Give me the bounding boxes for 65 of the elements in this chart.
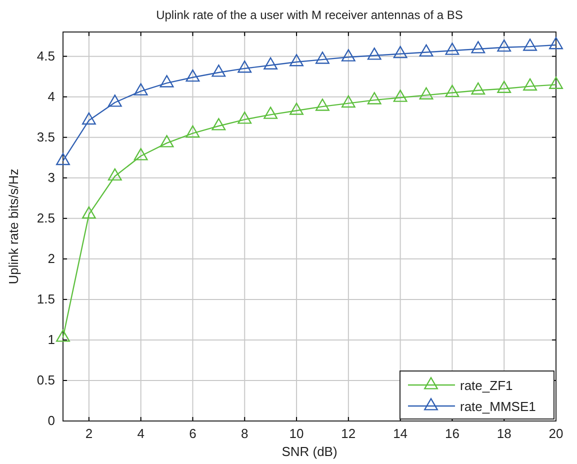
point — [419, 87, 434, 100]
y-tick-label: 2.5 — [36, 210, 55, 226]
point — [290, 54, 304, 66]
point — [367, 92, 382, 104]
y-tick-label: 3.5 — [36, 130, 55, 145]
point — [445, 42, 460, 55]
legend-label: rate_MMSE1 — [460, 399, 536, 414]
point — [160, 75, 174, 88]
point — [523, 78, 538, 91]
y-tick-label: 3 — [48, 170, 55, 186]
y-tick-label: 4.5 — [36, 48, 55, 64]
point — [56, 330, 70, 342]
point — [238, 60, 252, 73]
point — [56, 152, 70, 166]
x-tick-label: 4 — [137, 426, 144, 442]
point — [316, 52, 330, 64]
point — [212, 118, 226, 130]
x-tick-label: 18 — [496, 426, 512, 442]
point — [160, 135, 174, 148]
chart-title: Uplink rate of the a user with M receiver antennas of a BS — [156, 8, 463, 22]
point — [186, 69, 200, 82]
x-tick-label: 2 — [85, 426, 93, 442]
point — [82, 206, 96, 219]
point — [393, 90, 408, 102]
point — [186, 125, 200, 138]
x-tick-label: 10 — [289, 426, 304, 442]
x-tick-label: 12 — [341, 426, 356, 442]
point — [523, 38, 538, 51]
point — [108, 168, 122, 181]
point — [341, 95, 356, 108]
y-tick-label: 4 — [48, 88, 55, 104]
point — [316, 98, 330, 111]
y-axis-title: Uplink rate bits/s/Hz — [6, 168, 21, 284]
point — [134, 148, 148, 160]
x-tick-label: 14 — [393, 426, 408, 442]
point — [82, 112, 96, 125]
x-tick-label: 6 — [189, 426, 196, 442]
point — [238, 112, 252, 124]
point — [264, 106, 278, 119]
point — [445, 84, 460, 98]
y-tick-label: 2 — [48, 251, 55, 266]
point — [549, 37, 563, 50]
x-axis-title: SNR (dB) — [282, 444, 338, 459]
point — [134, 83, 148, 96]
point — [341, 49, 356, 62]
legend-label: rate_ZF1 — [460, 378, 513, 393]
point — [212, 64, 226, 77]
point — [367, 48, 382, 60]
point — [264, 57, 278, 70]
y-tick-label: 1.5 — [36, 292, 55, 307]
point — [471, 82, 486, 95]
point — [290, 102, 304, 115]
x-tick-label: 8 — [241, 426, 248, 442]
y-tick-label: 0.5 — [36, 372, 55, 388]
y-tick-label: 0 — [48, 413, 55, 428]
x-tick-label: 16 — [444, 426, 460, 442]
x-tick-label: 20 — [548, 426, 564, 442]
point — [108, 94, 122, 107]
point — [549, 76, 563, 89]
point — [497, 80, 512, 93]
point — [419, 44, 434, 57]
point — [471, 41, 486, 54]
point — [393, 46, 408, 58]
point — [497, 39, 512, 52]
y-tick-label: 1 — [48, 332, 55, 348]
